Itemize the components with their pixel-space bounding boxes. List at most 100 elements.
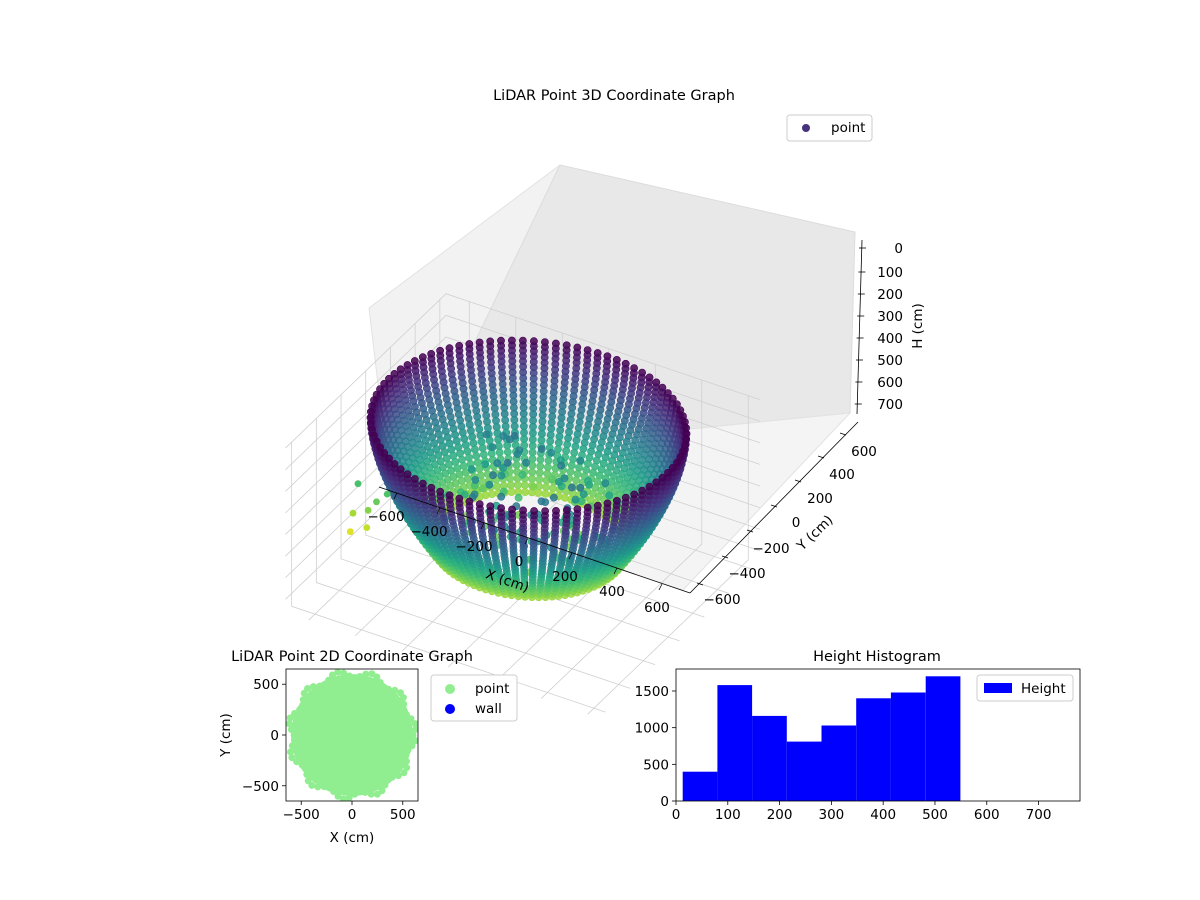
point-3d xyxy=(604,500,611,507)
point-3d xyxy=(542,490,549,497)
point-2d xyxy=(400,701,407,708)
point-3d xyxy=(446,492,453,499)
point-3d xyxy=(569,456,576,463)
legend-marker-point-3d xyxy=(802,124,810,132)
z-tick-label-3d: 300 xyxy=(877,309,903,325)
point-3d xyxy=(479,485,486,492)
x-tick-label-2d: 0 xyxy=(348,807,357,823)
point-3d xyxy=(483,431,490,438)
point-3d xyxy=(567,468,574,475)
y-tick-label-3d: −200 xyxy=(752,541,789,557)
point-3d xyxy=(437,488,444,495)
point-3d xyxy=(613,497,620,504)
z-tick-label-3d: 100 xyxy=(877,265,903,281)
point-3d xyxy=(536,469,543,476)
point-3d xyxy=(508,489,515,496)
histogram-bar xyxy=(926,676,961,801)
point-3d xyxy=(468,466,475,473)
y-tick-label-3d: −600 xyxy=(703,592,740,608)
y-tick-label-3d: 400 xyxy=(829,467,855,483)
x-tick-label-3d: 200 xyxy=(552,569,578,585)
outlier-point xyxy=(384,491,391,498)
point-3d xyxy=(494,483,501,490)
point-3d xyxy=(531,507,538,514)
point-3d xyxy=(514,482,521,489)
point-3d xyxy=(538,445,545,452)
point-2d xyxy=(316,683,323,690)
point-3d xyxy=(646,483,653,490)
point-3d xyxy=(659,474,666,481)
point-3d xyxy=(545,457,552,464)
y-tick-label-2d: −500 xyxy=(242,779,279,795)
x-tick-label-histogram: 400 xyxy=(870,807,896,823)
y-tick-label-histogram: 1500 xyxy=(635,684,669,700)
point-3d xyxy=(519,471,526,478)
point-2d xyxy=(362,671,369,678)
point-3d xyxy=(554,446,561,453)
z-tick-label-3d: 200 xyxy=(877,287,903,303)
point-3d xyxy=(489,472,496,479)
point-2d xyxy=(314,783,321,790)
point-2d xyxy=(289,742,296,749)
point-3d xyxy=(576,464,583,471)
point-3d xyxy=(487,503,494,510)
legend-marker-height xyxy=(984,683,1012,693)
legend-marker-wall-2d xyxy=(445,704,455,714)
y-tick-label-histogram: 1000 xyxy=(635,721,669,737)
x-tick-label-histogram: 500 xyxy=(922,807,948,823)
outlier-point xyxy=(347,528,354,535)
x-tick-label-3d: 600 xyxy=(644,600,670,616)
point-3d xyxy=(564,441,571,448)
point-3d xyxy=(535,489,542,496)
y-tick-label-3d: 0 xyxy=(792,515,801,531)
point-3d xyxy=(529,442,536,449)
point-3d xyxy=(521,482,528,489)
point-2d xyxy=(403,764,410,771)
histogram-bar xyxy=(683,772,718,801)
point-3d xyxy=(548,449,555,456)
point-3d xyxy=(500,432,507,439)
x-tick-label-3d: −200 xyxy=(455,539,492,555)
point-3d xyxy=(456,495,463,502)
point-3d xyxy=(520,507,527,514)
point-3d xyxy=(514,451,521,458)
point-3d xyxy=(476,501,483,508)
point-3d xyxy=(639,487,646,494)
point-3d xyxy=(474,459,481,466)
point-3d xyxy=(469,433,476,440)
point-3d xyxy=(522,489,529,496)
point-3d xyxy=(606,492,613,499)
point-3d xyxy=(563,447,570,454)
legend-label-height: Height xyxy=(1021,681,1066,697)
point-3d xyxy=(529,475,536,482)
legend-marker-point-2d xyxy=(445,684,455,694)
x-tick-label-3d: 400 xyxy=(599,584,625,600)
point-2d xyxy=(389,774,396,781)
x-tick-label-histogram: 300 xyxy=(818,807,844,823)
outlier-point xyxy=(350,510,357,517)
point-3d xyxy=(504,459,511,466)
point-3d xyxy=(397,466,404,473)
point-3d xyxy=(537,463,544,470)
histogram-bar xyxy=(822,726,857,802)
x-tick-label-histogram: 100 xyxy=(715,807,741,823)
z-tick-label-3d: 0 xyxy=(894,241,903,257)
point-3d xyxy=(594,502,601,509)
histogram-bars xyxy=(683,676,961,801)
x-tick-label-3d: −400 xyxy=(410,524,447,540)
z-tick-label-3d: 600 xyxy=(877,375,903,391)
outlier-point xyxy=(373,498,380,505)
point-3d xyxy=(555,439,562,446)
point-3d xyxy=(472,476,479,483)
histogram-chart: Height Histogram 0 100 200 300 400 500 600 7000… xyxy=(635,649,1080,823)
point-3d xyxy=(460,462,467,469)
point-3d xyxy=(496,449,503,456)
legend-label-wall-2d: wall xyxy=(475,701,502,717)
point-3d xyxy=(529,455,536,462)
point-3d xyxy=(498,493,505,500)
y-tick-3d xyxy=(840,433,846,435)
point-3d xyxy=(572,443,579,450)
point-2d xyxy=(300,696,307,703)
y-tick-label-2d: 0 xyxy=(270,728,279,744)
y-tick-label-3d: 200 xyxy=(807,491,833,507)
